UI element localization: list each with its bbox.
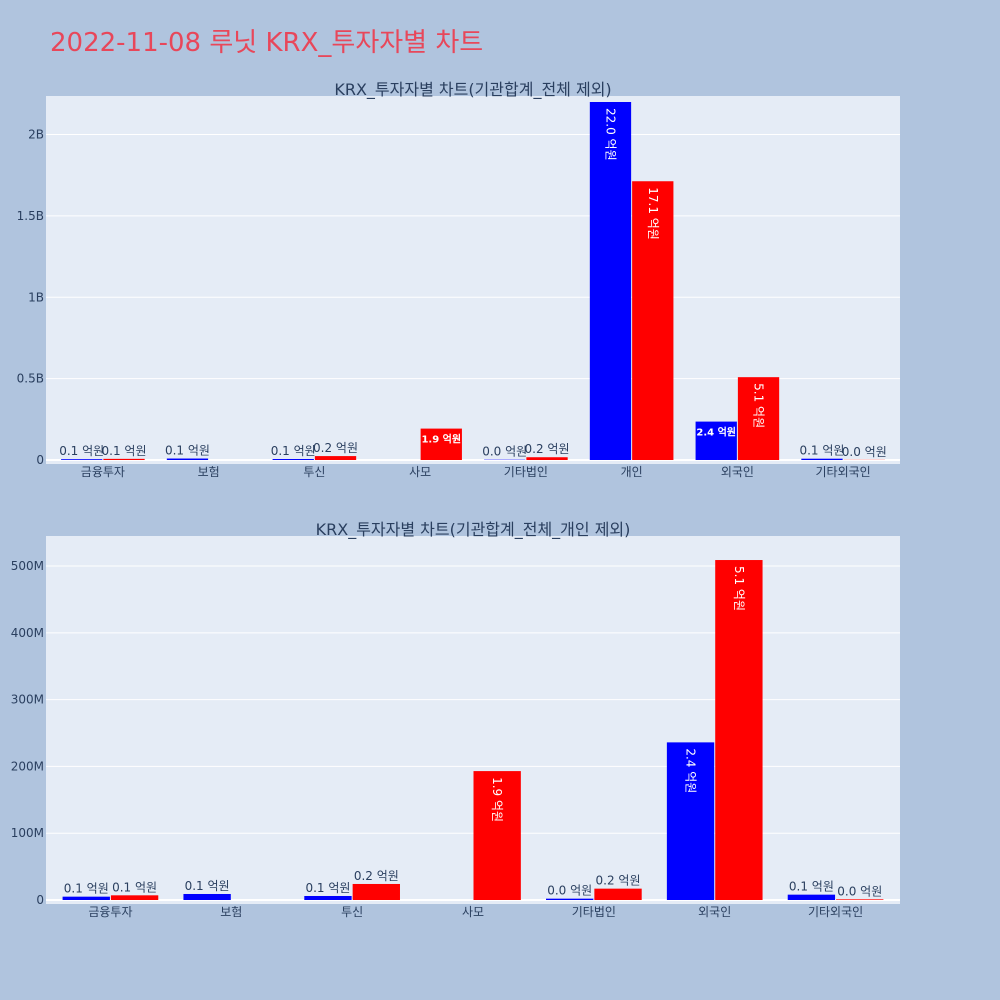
bar: [62, 896, 110, 900]
bar: [836, 899, 884, 900]
data-label: 0.1 억원: [112, 880, 157, 894]
bar: [589, 102, 632, 460]
bar: [272, 459, 314, 460]
bar: [103, 458, 145, 460]
y-tick-label: 300M: [11, 693, 44, 707]
chart-1: 0 0.5B 1B 1.5B 2B KRX_투자자별 차트(기관합계_전체 제외) 금융투자…: [17, 80, 900, 479]
bar: [420, 428, 462, 460]
data-label: 0.1 억원: [64, 882, 109, 896]
data-label: 1.9 억원: [421, 433, 461, 446]
x-tick-label: 사모: [462, 905, 484, 919]
bar: [546, 898, 594, 900]
y-tick-label: 0: [36, 453, 44, 467]
x-tick-label: 외국인: [698, 905, 731, 919]
y-tick-label: 200M: [11, 759, 44, 773]
data-label: 0.1 억원: [59, 444, 104, 458]
y-tick-label: 500M: [11, 559, 44, 573]
chart-title: KRX_투자자별 차트(기관합계_전체 제외): [334, 80, 611, 100]
data-label: 0.2 억원: [354, 869, 399, 883]
bar: [183, 893, 231, 900]
bar: [666, 742, 715, 900]
y-tick-label: 100M: [11, 826, 44, 840]
x-tick-label: 투신: [341, 905, 363, 919]
x-tick-label: 보험: [198, 465, 220, 479]
data-label: 0.0 억원: [837, 884, 882, 898]
x-tick-label: 개인: [621, 465, 643, 479]
x-tick-label: 기타외국인: [808, 905, 863, 919]
x-tick-label: 기타법인: [504, 465, 548, 479]
data-label: 0.2 억원: [313, 441, 358, 455]
data-label: 2.4 억원: [696, 426, 736, 439]
data-label: 0.1 억원: [165, 444, 210, 458]
y-tick-label: 400M: [11, 626, 44, 640]
bar: [526, 457, 568, 460]
y-tick-label: 0: [36, 893, 44, 907]
x-tick-label: 외국인: [721, 465, 754, 479]
y-tick-label: 0.5B: [17, 372, 44, 386]
data-label: 0.0 억원: [842, 445, 887, 459]
page-title: 2022-11-08 루닛 KRX_투자자별 차트: [50, 28, 484, 58]
bar: [314, 456, 357, 460]
bar: [473, 771, 521, 900]
bar: [304, 895, 352, 900]
y-tick-label: 1B: [28, 290, 44, 304]
bar: [632, 181, 674, 461]
x-tick-label: 금융투자: [88, 905, 132, 919]
data-label: 5.1 억원: [752, 383, 766, 428]
data-label: 0.0 억원: [547, 884, 592, 898]
bar: [61, 459, 103, 460]
data-label: 0.1 억원: [102, 444, 147, 458]
x-tick-label: 보험: [220, 905, 242, 919]
y-tick-label: 1.5B: [17, 209, 44, 223]
data-label: 0.2 억원: [525, 442, 570, 456]
bar: [695, 421, 737, 460]
data-label: 0.1 억원: [271, 444, 316, 458]
bar: [352, 883, 400, 900]
data-label: 0.1 억원: [789, 880, 834, 894]
data-label: 5.1 억원: [732, 566, 746, 611]
chart-title: KRX_투자자별 차트(기관합계_전체_개인 제외): [316, 520, 631, 540]
y-tick-label: 2B: [28, 128, 44, 142]
data-label: 0.1 억원: [305, 881, 350, 895]
x-tick-label: 사모: [409, 465, 431, 479]
data-label: 2.4 억원: [684, 748, 698, 793]
chart-2: 0 100M 200M 300M 400M 500M KRX_투자자별 차트(기관합계_전체…: [11, 520, 900, 919]
x-tick-label: 기타법인: [572, 905, 616, 919]
bar: [166, 458, 209, 460]
x-tick-label: 투신: [303, 465, 325, 479]
data-label: 17.1 억원: [646, 187, 660, 240]
bar: [787, 894, 836, 900]
bar: [737, 377, 780, 460]
data-label: 0.1 억원: [185, 879, 230, 893]
x-tick-label: 금융투자: [81, 465, 125, 479]
data-label: 1.9 억원: [490, 777, 504, 822]
bar: [110, 895, 159, 900]
bar: [801, 458, 843, 460]
data-label: 0.2 억원: [596, 874, 641, 888]
data-label: 22.0 억원: [603, 108, 617, 161]
bar: [715, 560, 763, 900]
data-label: 0.1 억원: [799, 444, 844, 458]
bar: [594, 888, 642, 900]
data-label: 0.0 억원: [482, 445, 527, 459]
plot-area: [46, 536, 900, 904]
x-tick-label: 기타외국인: [816, 465, 871, 479]
